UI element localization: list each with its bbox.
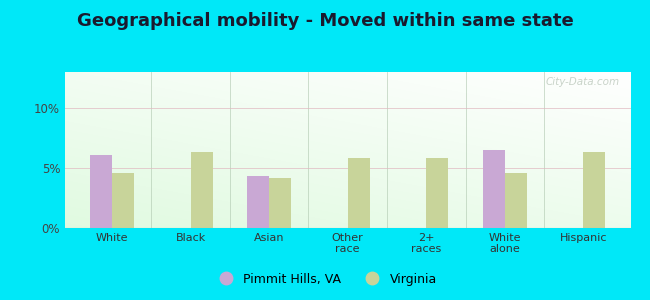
Bar — [190, 152, 213, 228]
Text: Geographical mobility - Moved within same state: Geographical mobility - Moved within sam… — [77, 12, 573, 30]
Bar — [269, 178, 291, 228]
Bar — [90, 155, 112, 228]
Bar — [112, 173, 134, 228]
Legend: Pimmit Hills, VA, Virginia: Pimmit Hills, VA, Virginia — [208, 268, 442, 291]
Bar — [348, 158, 370, 228]
Bar — [584, 152, 605, 228]
Bar — [483, 150, 505, 228]
Bar — [247, 176, 269, 228]
Bar — [426, 158, 448, 228]
Text: City-Data.com: City-Data.com — [545, 77, 619, 87]
Bar — [505, 173, 527, 228]
